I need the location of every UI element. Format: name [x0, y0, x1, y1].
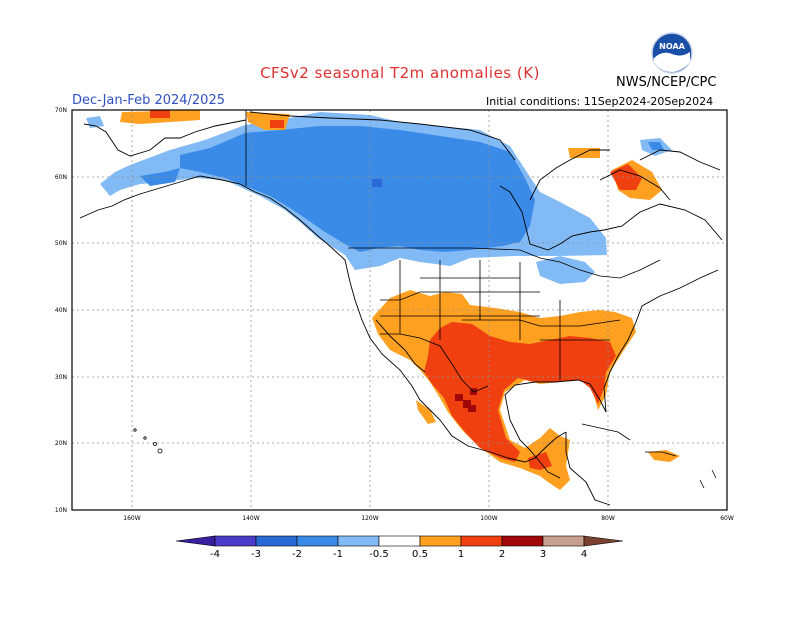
lon-label: 100W: [480, 515, 497, 522]
colorbar-segment: [460, 535, 503, 547]
colorbar-label: 4: [581, 549, 587, 560]
colorbar-segment: [542, 535, 585, 547]
colorbar-label: -3: [251, 549, 261, 560]
longitude-labels: 160W 140W 120W 100W 80W 60W: [123, 515, 734, 522]
colorbar-segment: [501, 535, 544, 547]
season-label: Dec-Jan-Feb 2024/2025: [72, 93, 225, 108]
lat-label: 50N: [55, 240, 67, 247]
colorbar-label: 2: [499, 549, 505, 560]
colorbar-segment: [419, 535, 462, 547]
initial-conditions-label: Initial conditions: 11Sep2024-20Sep2024: [486, 95, 714, 108]
colorbar-segment: [214, 535, 257, 547]
colorbar-label: -0.5: [369, 549, 389, 560]
islands: [133, 423, 717, 489]
latitude-labels: 70N 60N 50N 40N 30N 20N 10N: [55, 107, 67, 514]
lat-label: 40N: [55, 307, 67, 314]
cold-anomaly-medium: [140, 126, 664, 252]
lon-label: 60W: [720, 515, 734, 522]
lon-label: 120W: [361, 515, 378, 522]
colorbar: -4 -3 -2 -1 -0.5 0.5 1 2 3 4: [175, 535, 624, 560]
noaa-logo-icon: NOAA: [651, 32, 693, 74]
lon-label: 140W: [242, 515, 259, 522]
lat-label: 30N: [55, 374, 67, 381]
colorbar-segment: [296, 535, 339, 547]
colorbar-label: 1: [458, 549, 464, 560]
colorbar-label: -2: [292, 549, 302, 560]
lat-label: 10N: [55, 507, 67, 514]
logo-text: NOAA: [659, 42, 685, 51]
colorbar-label: -4: [210, 549, 220, 560]
colorbar-segment: [255, 535, 298, 547]
lat-label: 60N: [55, 174, 67, 181]
lon-label: 80W: [601, 515, 615, 522]
map-title: CFSv2 seasonal T2m anomalies (K): [260, 64, 540, 82]
colorbar-label: 0.5: [412, 549, 428, 560]
lat-label: 20N: [55, 440, 67, 447]
colorbar-label: 3: [540, 549, 546, 560]
colorbar-segment: [175, 535, 216, 547]
colorbar-segment: [378, 535, 421, 547]
cold-anomaly-strong: [372, 179, 382, 187]
graticule: [72, 110, 727, 510]
plot-frame: [71, 109, 728, 511]
lon-label: 160W: [123, 515, 140, 522]
agency-label: NWS/NCEP/CPC: [616, 75, 717, 90]
colorbar-segment: [583, 535, 624, 547]
colorbar-segment: [337, 535, 380, 547]
lat-label: 70N: [55, 107, 67, 114]
warm-anomaly-medium: [150, 110, 642, 470]
colorbar-label: -1: [333, 549, 343, 560]
political-borders: [245, 110, 661, 479]
coastlines: [79, 111, 723, 506]
